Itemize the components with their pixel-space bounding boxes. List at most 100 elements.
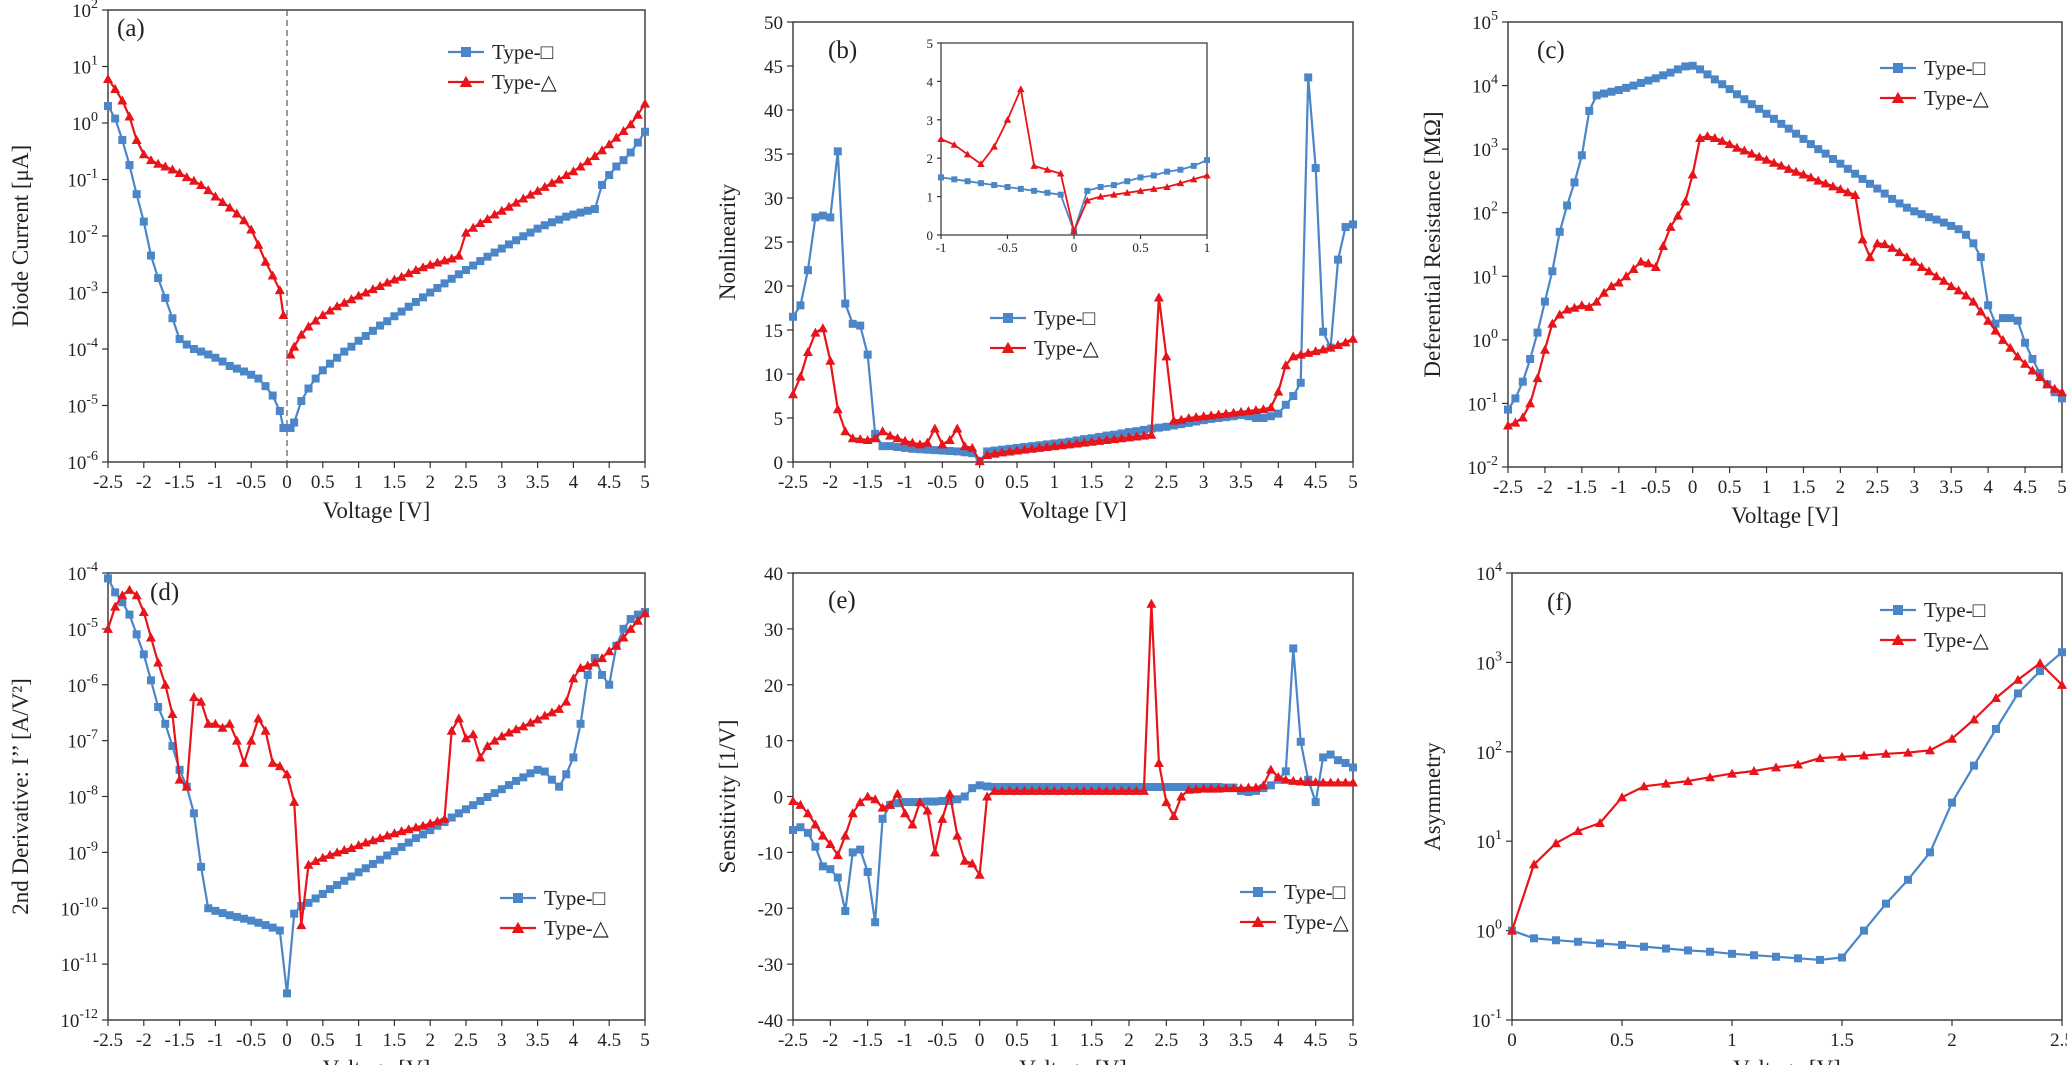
data-point <box>1131 785 1142 795</box>
x-tick-label: 0 <box>282 1030 292 1051</box>
data-point <box>433 284 442 293</box>
data-point <box>605 680 614 689</box>
data-point <box>951 176 958 183</box>
data-point <box>181 172 192 182</box>
data-point <box>1176 179 1185 187</box>
data-point <box>1894 247 1905 257</box>
data-point <box>1137 174 1144 181</box>
data-point <box>489 209 500 219</box>
data-point <box>1740 95 1749 104</box>
data-point <box>1296 737 1305 746</box>
data-point <box>1154 423 1163 432</box>
data-point <box>267 757 278 767</box>
x-tick-label: 1.5 <box>1080 1030 1104 1051</box>
data-point <box>598 180 607 189</box>
data-point <box>900 435 910 445</box>
data-point <box>261 921 270 930</box>
data-point <box>404 838 413 847</box>
data-point <box>1153 757 1164 767</box>
x-tick-label: 4 <box>569 472 579 493</box>
data-point <box>124 584 135 594</box>
data-point <box>1990 325 2001 335</box>
data-point <box>619 624 628 633</box>
data-point <box>870 794 881 804</box>
data-point <box>1340 337 1351 347</box>
data-point <box>788 795 798 805</box>
x-tick-label: -1.5 <box>853 472 883 493</box>
x-tick-label: -0.5 <box>927 472 957 493</box>
data-point <box>930 446 939 455</box>
data-point <box>841 299 850 308</box>
x-tick-label: 2.5 <box>454 472 478 493</box>
data-point <box>118 598 127 607</box>
data-point <box>360 837 371 847</box>
data-point <box>1070 227 1078 235</box>
data-point <box>982 791 993 801</box>
x-tick-label: 3 <box>1199 1030 1209 1051</box>
data-point <box>1176 791 1187 801</box>
data-point <box>1948 798 1956 807</box>
data-point <box>1049 441 1060 451</box>
data-point <box>810 327 821 337</box>
data-point <box>497 244 506 253</box>
data-point <box>153 158 164 168</box>
data-point <box>1960 290 1971 300</box>
data-point <box>908 798 917 807</box>
data-point <box>519 773 528 782</box>
data-point <box>232 364 241 373</box>
x-tick-label: 4 <box>569 1030 579 1051</box>
data-point <box>1836 159 1845 168</box>
data-point <box>1295 776 1306 786</box>
data-point <box>633 138 642 147</box>
data-point <box>914 439 925 449</box>
data-point <box>1176 414 1187 424</box>
legend-marker <box>1253 887 1263 897</box>
series-line <box>792 602 1353 876</box>
data-point <box>503 201 514 211</box>
data-point <box>1576 300 1587 310</box>
data-point <box>217 722 228 732</box>
data-point <box>511 197 522 207</box>
data-point <box>390 847 399 856</box>
data-point <box>1084 187 1091 194</box>
data-point <box>117 95 128 105</box>
data-point <box>590 205 599 214</box>
data-point <box>1706 947 1714 956</box>
legend: Type-□ Type-△ <box>1880 56 1990 110</box>
data-point <box>885 430 896 440</box>
data-point <box>211 906 220 915</box>
data-point <box>803 266 812 275</box>
data-point <box>332 847 343 857</box>
data-point <box>324 849 335 859</box>
x-tick-label: 5 <box>1348 472 1358 493</box>
data-point <box>1650 261 1661 271</box>
data-point <box>789 312 797 321</box>
data-point <box>279 423 288 432</box>
x-tick-label: 5 <box>640 1030 650 1051</box>
y-tick-label: 10-11 <box>61 951 98 976</box>
chart-e: -2.5 -2 -1.5 -1 -0.5 0 0.5 1 1.5 2 2.5 3 3.5 4 4.5 5 -40… <box>715 564 1358 1065</box>
data-point <box>1244 412 1253 421</box>
data-point <box>490 248 499 257</box>
data-point <box>1150 185 1158 192</box>
legend-marker <box>1001 341 1015 353</box>
data-point <box>539 710 550 720</box>
data-point <box>1776 160 1787 170</box>
data-point <box>210 718 221 728</box>
x-tick-label: -0.5 <box>997 240 1018 255</box>
x-tick-label: -2.5 <box>778 1030 808 1051</box>
data-point <box>1340 777 1351 787</box>
data-point <box>582 156 593 166</box>
data-point <box>196 179 207 189</box>
x-tick-label: 4 <box>1274 1030 1284 1051</box>
data-point <box>604 646 615 656</box>
data-point <box>1821 149 1830 158</box>
x-tick-label: -1.5 <box>1567 477 1597 498</box>
data-point <box>1687 169 1698 179</box>
data-point <box>1613 277 1624 287</box>
data-point <box>1333 777 1344 787</box>
data-point <box>469 801 478 810</box>
data-point <box>1983 315 1994 325</box>
legend-label: Type-△ <box>1284 910 1350 934</box>
series-type-square <box>104 101 649 432</box>
